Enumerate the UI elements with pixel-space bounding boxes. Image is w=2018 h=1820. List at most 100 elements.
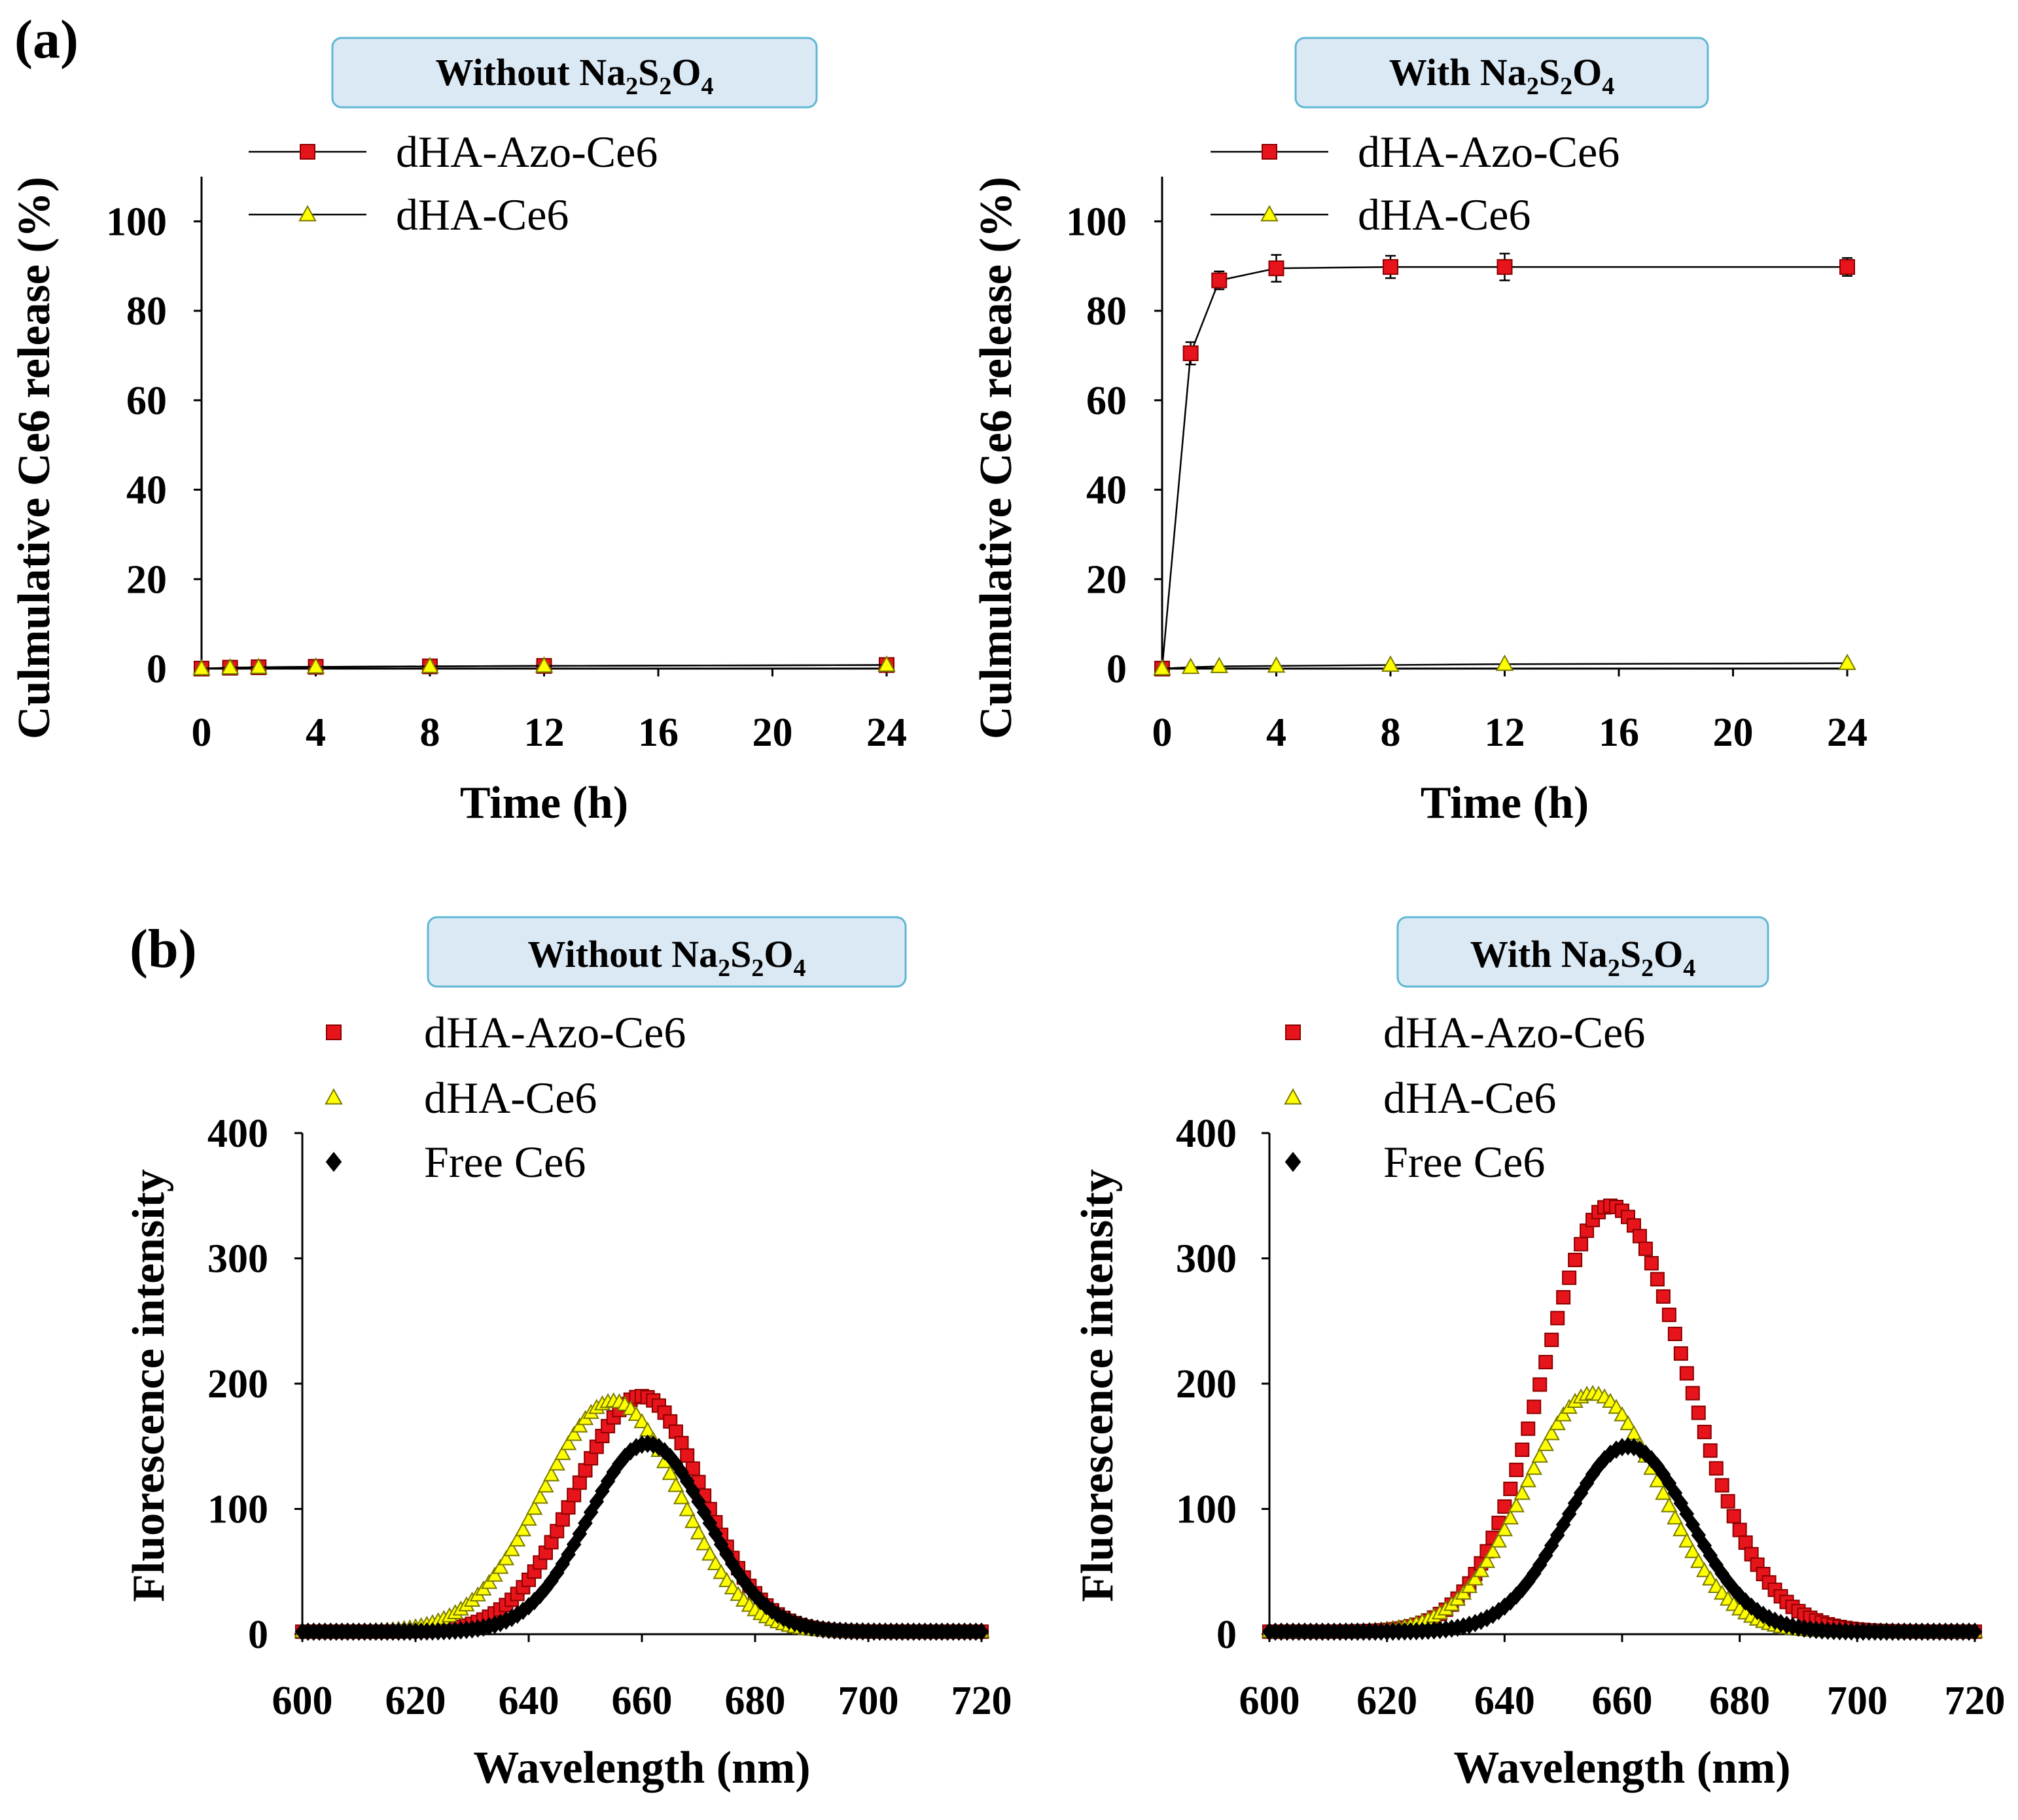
y-tick-label: 400 <box>207 1111 268 1156</box>
data-point <box>1509 1462 1524 1477</box>
legend-label: dHA-Azo-Ce6 <box>396 127 658 177</box>
data-point <box>1472 1562 1490 1577</box>
data-point <box>1679 1504 1695 1524</box>
data-point <box>1527 1399 1542 1414</box>
x-tick-label: 720 <box>951 1679 1012 1723</box>
legend-entry: dHA-Ce6 <box>1284 1073 1556 1123</box>
series-free-ce6 <box>1262 1437 1983 1641</box>
data-point <box>583 1503 599 1522</box>
data-point <box>1544 1333 1559 1348</box>
data-point <box>1508 1497 1525 1513</box>
x-tick-label: 12 <box>524 710 565 755</box>
x-tick-label: 12 <box>1485 710 1525 755</box>
data-point <box>1655 1289 1671 1304</box>
data-point <box>1608 1399 1625 1414</box>
y-tick-label: 100 <box>207 1488 268 1532</box>
data-point <box>1685 1386 1700 1401</box>
data-point <box>1708 1461 1724 1476</box>
legend-entry: dHA-Azo-Ce6 <box>249 127 658 177</box>
data-point <box>1839 259 1855 275</box>
data-point <box>1632 1229 1647 1244</box>
legend-label: dHA-Ce6 <box>1383 1073 1556 1123</box>
x-tick-label: 8 <box>1381 710 1401 755</box>
legend-label: dHA-Ce6 <box>1358 190 1531 239</box>
legend-marker <box>325 1088 343 1105</box>
x-tick-label: 16 <box>1599 710 1639 755</box>
chart-title: Without Na2S2O4 <box>528 933 806 982</box>
y-tick-label: 60 <box>1086 379 1127 423</box>
data-point <box>1460 1577 1478 1593</box>
legend-label: Free Ce6 <box>424 1137 586 1187</box>
data-point <box>578 1514 593 1533</box>
data-point <box>1614 1406 1631 1422</box>
data-point <box>685 1461 700 1476</box>
data-point <box>486 1566 503 1582</box>
data-point <box>578 1463 593 1478</box>
legend-entry: dHA-Ce6 <box>325 1073 597 1123</box>
data-point <box>701 1545 718 1561</box>
y-tick-label: 80 <box>126 289 167 334</box>
series-dha-ce6 <box>1153 654 1856 676</box>
data-point <box>1543 1425 1560 1441</box>
chart-title-box <box>1294 37 1709 109</box>
data-point <box>1690 1552 1707 1568</box>
x-tick-label: 620 <box>1356 1679 1417 1723</box>
data-point <box>1684 1543 1701 1558</box>
data-point <box>708 1524 723 1543</box>
data-point <box>1532 1377 1548 1392</box>
legend-entry: dHA-Azo-Ce6 <box>1211 127 1620 177</box>
data-point <box>1531 1447 1548 1463</box>
x-tick-label: 620 <box>385 1679 446 1723</box>
legend-marker <box>1285 1024 1301 1040</box>
chart-title-box <box>1396 916 1769 988</box>
data-point <box>713 1564 730 1579</box>
data-point <box>525 1499 543 1515</box>
data-point <box>480 1573 498 1589</box>
data-point <box>1703 1443 1718 1458</box>
y-tick-label: 100 <box>1066 200 1127 244</box>
legend-label: dHA-Azo-Ce6 <box>1383 1007 1645 1057</box>
y-axis-label: Fluorescence intensity <box>1072 1169 1123 1602</box>
x-tick-label: 640 <box>1474 1679 1535 1723</box>
data-point <box>571 1417 588 1433</box>
y-tick-label: 200 <box>207 1362 268 1407</box>
data-point <box>1650 1272 1665 1287</box>
x-tick-label: 24 <box>866 710 907 755</box>
series-dha-ce6 <box>1261 1384 1983 1638</box>
data-point <box>509 1531 526 1547</box>
data-point <box>249 657 268 674</box>
data-point <box>1182 345 1199 362</box>
data-point <box>1574 1236 1589 1251</box>
data-point <box>662 1465 679 1480</box>
data-point <box>1514 1484 1531 1500</box>
data-point <box>306 657 325 674</box>
y-tick-label: 0 <box>248 1613 268 1657</box>
data-point <box>690 1524 707 1540</box>
x-tick-label: 600 <box>1239 1679 1300 1723</box>
data-point <box>1720 1494 1735 1509</box>
data-point <box>707 1555 724 1571</box>
y-tick-label: 300 <box>207 1237 268 1282</box>
data-point <box>974 1622 989 1641</box>
data-point <box>696 1535 713 1550</box>
legend-marker <box>1284 1088 1302 1105</box>
data-point <box>1515 1443 1530 1458</box>
y-tick-label: 300 <box>1176 1237 1237 1282</box>
data-point <box>1838 654 1856 671</box>
data-point <box>1496 259 1513 275</box>
y-tick-label: 0 <box>147 647 167 691</box>
legend-marker <box>1260 205 1279 222</box>
data-point <box>1679 1366 1694 1381</box>
data-point <box>1211 272 1228 289</box>
chart-title-box <box>427 916 907 988</box>
legend-marker <box>298 205 317 222</box>
data-point <box>1667 1484 1683 1503</box>
chart-title: With Na2S2O4 <box>1470 933 1695 982</box>
chart-3: Without Na2S2O4 600 620 640 660 680 700 720 0 100… <box>124 916 1012 1793</box>
series-dha-azo-ce6 <box>1154 253 1855 676</box>
x-tick-label: 20 <box>1713 710 1754 755</box>
data-point <box>1561 1504 1577 1524</box>
data-point <box>667 1477 684 1492</box>
x-tick-label: 660 <box>1592 1679 1653 1723</box>
